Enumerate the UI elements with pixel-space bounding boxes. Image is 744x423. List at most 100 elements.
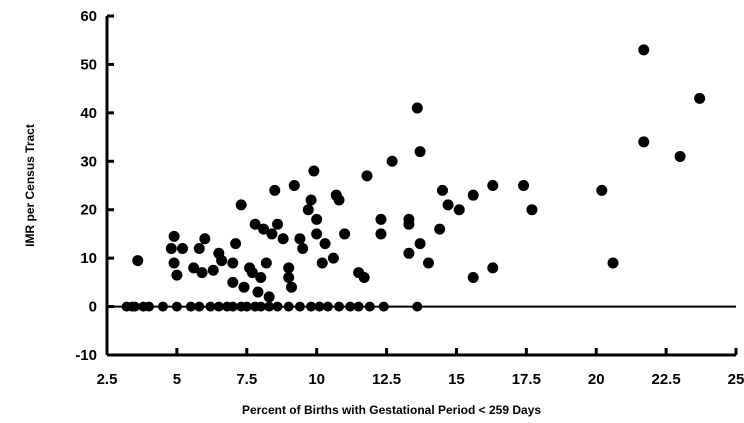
data-point-zero	[353, 301, 364, 312]
data-point	[258, 223, 270, 235]
data-point	[453, 204, 465, 216]
data-point-zero	[185, 301, 196, 312]
data-point	[487, 262, 499, 274]
data-point	[207, 264, 219, 276]
data-point	[252, 286, 264, 298]
data-point	[227, 276, 239, 288]
data-point	[283, 262, 295, 274]
data-point	[168, 230, 180, 242]
data-point	[235, 199, 247, 211]
data-point	[434, 223, 446, 235]
x-tick-label: 10	[308, 371, 325, 388]
data-point	[297, 242, 309, 254]
data-point	[266, 228, 278, 240]
data-point	[272, 218, 284, 230]
data-point	[199, 233, 211, 245]
data-point	[132, 255, 144, 267]
data-point	[638, 136, 650, 148]
data-point	[188, 262, 200, 274]
data-point	[467, 189, 479, 201]
axes	[105, 16, 736, 357]
data-point	[286, 281, 298, 293]
x-axis-title: Percent of Births with Gestational Perio…	[242, 403, 541, 417]
y-tick-label: 50	[80, 56, 97, 73]
data-point	[196, 267, 208, 279]
data-point-zero	[334, 301, 345, 312]
data-point-zero	[194, 301, 205, 312]
data-point	[249, 218, 261, 230]
data-point-zero	[378, 301, 389, 312]
data-point	[238, 281, 250, 293]
data-point	[302, 204, 314, 216]
data-point	[260, 257, 272, 269]
x-tick-label: 2.5	[97, 371, 118, 388]
data-point	[422, 257, 434, 269]
data-point	[358, 272, 370, 284]
data-point	[311, 213, 323, 225]
data-point	[288, 180, 300, 191]
data-point-zero	[241, 301, 252, 312]
data-point	[193, 242, 205, 254]
data-point	[526, 204, 538, 216]
data-point	[674, 150, 686, 162]
y-tick-label: 30	[80, 153, 97, 170]
data-point	[638, 44, 650, 56]
data-point	[246, 267, 258, 279]
data-point	[436, 184, 448, 196]
data-point-zero	[412, 301, 423, 312]
data-point	[269, 184, 281, 196]
data-point	[518, 180, 530, 191]
x-tick-label: 22.5	[652, 371, 681, 388]
x-tick-label: 7.5	[236, 371, 257, 388]
data-point-zero	[205, 301, 216, 312]
data-point-zero	[213, 301, 224, 312]
data-point	[176, 242, 188, 254]
x-tick-label: 5	[173, 371, 181, 388]
data-point-zero	[364, 301, 375, 312]
data-point	[339, 228, 351, 240]
x-tick-label: 17.5	[512, 371, 541, 388]
data-point	[442, 199, 454, 211]
data-point	[414, 238, 426, 250]
data-point-zero	[264, 301, 275, 312]
data-point	[414, 146, 426, 158]
data-point	[319, 238, 331, 250]
data-point	[305, 194, 317, 206]
data-point	[375, 213, 387, 225]
data-point	[333, 194, 345, 206]
data-point	[216, 255, 228, 267]
data-point-zero	[306, 301, 317, 312]
data-point-zero	[322, 301, 333, 312]
data-point	[411, 102, 423, 114]
data-point	[694, 92, 706, 104]
data-point	[487, 180, 499, 191]
data-point	[596, 184, 608, 196]
data-point	[311, 228, 323, 240]
data-point	[403, 247, 415, 259]
data-point	[308, 165, 320, 177]
data-point	[165, 242, 177, 254]
data-point	[467, 272, 479, 284]
data-point	[294, 233, 306, 245]
x-tick-label: 25	[728, 371, 744, 388]
data-point	[263, 291, 275, 303]
data-point	[227, 257, 239, 269]
y-axis-title: IMR per Census Tract	[23, 124, 37, 247]
data-point-zero	[129, 301, 140, 312]
axis-ticks: 2.5 5 7.5 10 12.5 15 17.5 20 22.5 25 60 50 40 30 20 10 0…	[75, 8, 744, 388]
x-tick-label: 20	[588, 371, 605, 388]
data-point-zero	[157, 301, 168, 312]
data-point	[171, 269, 183, 281]
data-point	[283, 272, 295, 284]
y-tick-label: 10	[80, 250, 97, 267]
data-point	[316, 257, 328, 269]
data-point-zero	[143, 301, 154, 312]
data-point	[255, 272, 267, 284]
data-points	[121, 44, 706, 312]
data-point	[277, 233, 289, 245]
data-point-zero	[345, 301, 356, 312]
data-point	[327, 252, 339, 264]
data-point	[386, 155, 398, 167]
data-point-zero	[272, 301, 283, 312]
data-point-zero	[314, 301, 325, 312]
